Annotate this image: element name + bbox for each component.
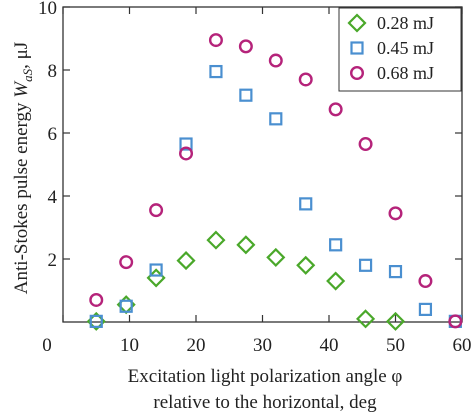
- y-tick-label: 8: [48, 61, 58, 82]
- circle-point: [179, 146, 194, 161]
- square-point: [388, 265, 403, 279]
- series-square: [89, 64, 462, 328]
- square-point: [149, 263, 163, 277]
- legend-label: 0.28 mJ: [377, 13, 434, 33]
- series-diamond: [86, 230, 406, 331]
- x-tick-label: 10: [120, 335, 139, 356]
- circle-point: [388, 206, 403, 221]
- circle-point: [149, 203, 164, 218]
- circle-point: [418, 274, 433, 289]
- y-axis-title-symbol: W: [11, 80, 32, 98]
- circle-point: [89, 292, 104, 307]
- legend-diamond-icon: [347, 13, 367, 33]
- y-tick-label: 10: [38, 0, 57, 19]
- square-point: [358, 258, 373, 272]
- square-point: [119, 299, 133, 313]
- circle-point: [298, 72, 313, 87]
- data-markers: [86, 33, 463, 331]
- diamond-point: [236, 235, 256, 255]
- diamond-point: [356, 309, 376, 329]
- circle-point: [238, 39, 253, 54]
- axis-ticks: 0 10 20 30 40 50 60 2 4 6 8 10: [38, 0, 472, 356]
- x-tick-label: 0: [42, 335, 52, 356]
- y-axis-title-suffix: , μJ: [11, 42, 32, 69]
- diamond-point: [326, 271, 346, 291]
- x-axis-title-line1: Excitation light polarization angle φ: [128, 366, 403, 387]
- square-point: [299, 197, 313, 211]
- square-point: [269, 112, 283, 126]
- square-point: [209, 64, 223, 79]
- square-point: [179, 137, 193, 151]
- x-tick-label: 30: [253, 335, 272, 356]
- y-axis-title: Anti-Stokes pulse energy WaS, μJ: [11, 42, 35, 294]
- circle-point: [448, 314, 463, 329]
- circle-point: [119, 255, 134, 270]
- x-tick-label: 50: [386, 335, 405, 356]
- circle-point: [358, 137, 373, 152]
- legend: 0.28 mJ 0.45 mJ 0.68 mJ: [338, 7, 462, 92]
- legend-circle-icon: [350, 65, 365, 80]
- x-axis-title-line2: relative to the horizontal, deg: [153, 392, 377, 413]
- square-point: [329, 238, 343, 252]
- square-point: [418, 302, 433, 316]
- circle-point: [208, 33, 223, 48]
- y-tick-label: 2: [48, 250, 58, 271]
- y-axis-title-subscript: aS: [20, 68, 35, 82]
- y-tick-label: 4: [48, 187, 58, 208]
- diamond-point: [385, 311, 406, 331]
- diamond-point: [176, 251, 196, 271]
- x-tick-label: 60: [453, 335, 472, 356]
- x-tick-label: 40: [320, 335, 339, 356]
- diamond-point: [296, 255, 316, 275]
- square-point: [89, 314, 103, 328]
- y-tick-label: 6: [48, 124, 58, 145]
- square-point: [239, 88, 253, 102]
- series-circle: [89, 33, 463, 329]
- circle-point: [268, 53, 283, 68]
- diamond-point: [266, 247, 286, 267]
- circle-point: [328, 102, 343, 117]
- legend-square-icon: [350, 41, 364, 55]
- diamond-point: [206, 230, 226, 250]
- y-axis-title-prefix: Anti-Stokes pulse energy: [11, 98, 32, 295]
- legend-label: 0.45 mJ: [377, 38, 434, 58]
- x-tick-label: 20: [187, 335, 206, 356]
- legend-label: 0.68 mJ: [377, 63, 434, 83]
